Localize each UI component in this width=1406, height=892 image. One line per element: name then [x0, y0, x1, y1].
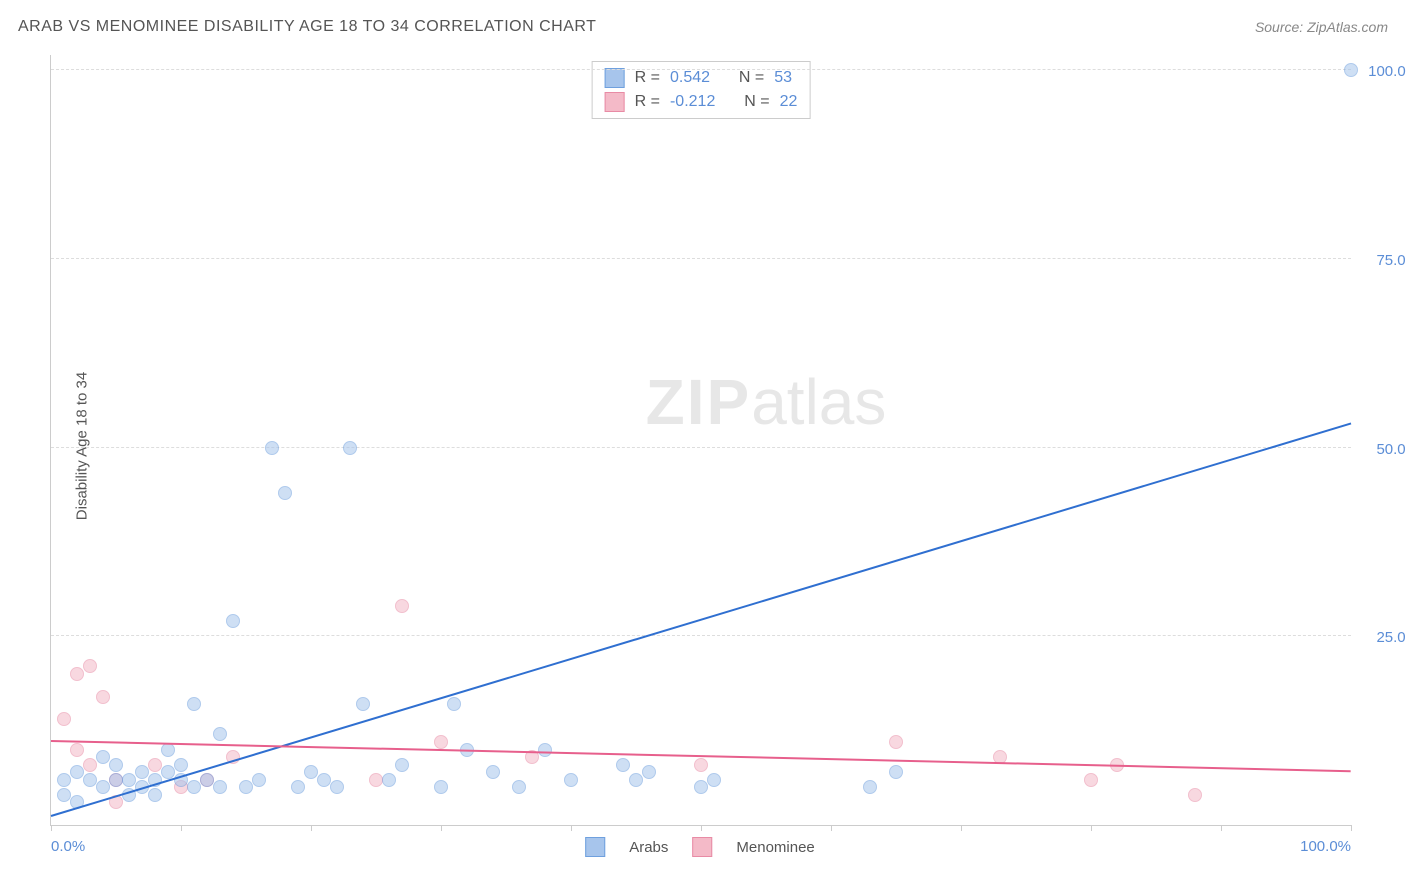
data-point [213, 727, 227, 741]
legend-label-arabs: Arabs [629, 839, 668, 856]
data-point [122, 773, 136, 787]
data-point [447, 697, 461, 711]
x-tick-label: 0.0% [51, 838, 85, 855]
swatch-menominee [605, 92, 625, 112]
data-point [486, 765, 500, 779]
y-tick-label: 25.0% [1376, 629, 1406, 646]
x-tick [701, 825, 702, 831]
data-point [395, 758, 409, 772]
data-point [616, 758, 630, 772]
data-point [57, 712, 71, 726]
watermark: ZIPatlas [646, 365, 887, 439]
data-point [109, 758, 123, 772]
x-tick [571, 825, 572, 831]
data-point [642, 765, 656, 779]
data-point [187, 780, 201, 794]
data-point [70, 743, 84, 757]
data-point [629, 773, 643, 787]
data-point [291, 780, 305, 794]
data-point [889, 735, 903, 749]
data-point [512, 780, 526, 794]
plot-region: ZIPatlas R = 0.542 N = 53 R = -0.212 N =… [50, 55, 1351, 826]
data-point [265, 441, 279, 455]
data-point [889, 765, 903, 779]
data-point [252, 773, 266, 787]
gridline [51, 69, 1351, 70]
data-point [278, 486, 292, 500]
data-point [148, 788, 162, 802]
data-point [239, 780, 253, 794]
data-point [343, 441, 357, 455]
data-point [70, 765, 84, 779]
data-point [96, 780, 110, 794]
data-point [226, 614, 240, 628]
x-tick [51, 825, 52, 831]
data-point [174, 758, 188, 772]
swatch-menominee [692, 837, 712, 857]
data-point [538, 743, 552, 757]
legend-label-menominee: Menominee [736, 839, 814, 856]
swatch-arabs [605, 68, 625, 88]
data-point [187, 697, 201, 711]
data-point [356, 697, 370, 711]
data-point [200, 773, 214, 787]
data-point [434, 735, 448, 749]
data-point [96, 690, 110, 704]
data-point [83, 758, 97, 772]
data-point [369, 773, 383, 787]
source-credit: Source: ZipAtlas.com [1255, 19, 1388, 35]
data-point [863, 780, 877, 794]
gridline [51, 258, 1351, 259]
x-tick [441, 825, 442, 831]
swatch-arabs [585, 837, 605, 857]
legend-row-menominee: R = -0.212 N = 22 [605, 90, 798, 114]
y-tick-label: 50.0% [1376, 441, 1406, 458]
data-point [317, 773, 331, 787]
data-point [330, 780, 344, 794]
data-point [83, 773, 97, 787]
data-point [1188, 788, 1202, 802]
data-point [213, 780, 227, 794]
data-point [1344, 63, 1358, 77]
data-point [70, 667, 84, 681]
data-point [707, 773, 721, 787]
y-tick-label: 100.0% [1368, 63, 1406, 80]
data-point [304, 765, 318, 779]
gridline [51, 635, 1351, 636]
data-point [57, 773, 71, 787]
x-tick [831, 825, 832, 831]
data-point [694, 758, 708, 772]
x-tick [961, 825, 962, 831]
data-point [135, 765, 149, 779]
x-tick [1351, 825, 1352, 831]
x-tick [181, 825, 182, 831]
data-point [395, 599, 409, 613]
data-point [83, 659, 97, 673]
data-point [694, 780, 708, 794]
data-point [148, 758, 162, 772]
chart-area: ZIPatlas R = 0.542 N = 53 R = -0.212 N =… [50, 55, 1350, 825]
series-legend: Arabs Menominee [585, 837, 815, 857]
data-point [1084, 773, 1098, 787]
data-point [96, 750, 110, 764]
x-tick-label: 100.0% [1300, 838, 1351, 855]
gridline [51, 447, 1351, 448]
data-point [109, 773, 123, 787]
chart-header: ARAB VS MENOMINEE DISABILITY AGE 18 TO 3… [18, 18, 1388, 36]
data-point [382, 773, 396, 787]
chart-title: ARAB VS MENOMINEE DISABILITY AGE 18 TO 3… [18, 18, 596, 36]
data-point [564, 773, 578, 787]
y-tick-label: 75.0% [1376, 252, 1406, 269]
x-tick [1221, 825, 1222, 831]
data-point [434, 780, 448, 794]
data-point [57, 788, 71, 802]
x-tick [311, 825, 312, 831]
x-tick [1091, 825, 1092, 831]
